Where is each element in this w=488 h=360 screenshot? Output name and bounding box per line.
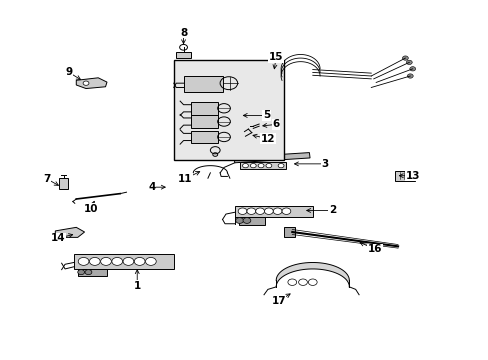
Circle shape: [255, 208, 264, 215]
Bar: [259, 122, 274, 129]
Bar: [59, 178, 68, 189]
Circle shape: [242, 163, 248, 168]
Text: 11: 11: [178, 174, 192, 184]
Circle shape: [282, 208, 290, 215]
Text: 13: 13: [405, 171, 419, 181]
Circle shape: [89, 257, 100, 265]
Circle shape: [273, 208, 282, 215]
Text: 5: 5: [262, 111, 269, 121]
Circle shape: [145, 257, 156, 265]
Circle shape: [83, 81, 89, 85]
Text: 9: 9: [65, 67, 72, 77]
Circle shape: [123, 257, 134, 265]
Bar: [78, 269, 107, 276]
Circle shape: [78, 270, 84, 275]
Bar: [284, 226, 295, 237]
Text: 16: 16: [367, 244, 382, 254]
Circle shape: [402, 56, 407, 60]
Text: 1: 1: [133, 281, 141, 291]
Bar: [238, 217, 265, 225]
Circle shape: [278, 163, 284, 168]
Bar: [394, 171, 414, 181]
Text: 2: 2: [328, 206, 335, 216]
Circle shape: [134, 257, 145, 265]
Polygon shape: [76, 78, 107, 89]
Text: 8: 8: [180, 28, 187, 38]
Bar: [74, 254, 173, 269]
Circle shape: [264, 208, 273, 215]
Circle shape: [406, 60, 411, 64]
Bar: [190, 115, 217, 128]
Circle shape: [250, 163, 256, 168]
Text: 6: 6: [272, 120, 279, 129]
Text: 12: 12: [260, 134, 275, 144]
Circle shape: [298, 279, 307, 285]
Bar: [176, 51, 190, 58]
Text: 15: 15: [268, 52, 283, 62]
Bar: [190, 102, 217, 115]
Text: 14: 14: [51, 233, 65, 243]
Bar: [183, 76, 222, 92]
Circle shape: [78, 257, 89, 265]
Circle shape: [238, 208, 246, 215]
Circle shape: [258, 163, 264, 168]
Circle shape: [287, 279, 296, 285]
Text: 4: 4: [148, 182, 155, 192]
Text: 7: 7: [43, 174, 51, 184]
Circle shape: [85, 270, 92, 275]
Circle shape: [112, 257, 122, 265]
Circle shape: [409, 67, 415, 71]
Circle shape: [308, 279, 317, 285]
Polygon shape: [234, 153, 309, 163]
Bar: [190, 131, 217, 143]
Bar: [239, 162, 285, 169]
Circle shape: [235, 218, 243, 224]
Circle shape: [265, 163, 271, 168]
Circle shape: [243, 218, 250, 224]
Bar: [234, 206, 312, 217]
Circle shape: [101, 257, 111, 265]
Bar: [173, 60, 283, 160]
Circle shape: [246, 208, 255, 215]
Text: 10: 10: [83, 204, 98, 214]
Text: 17: 17: [271, 296, 285, 306]
Polygon shape: [55, 227, 84, 237]
Text: 3: 3: [321, 159, 328, 169]
Circle shape: [407, 74, 412, 78]
